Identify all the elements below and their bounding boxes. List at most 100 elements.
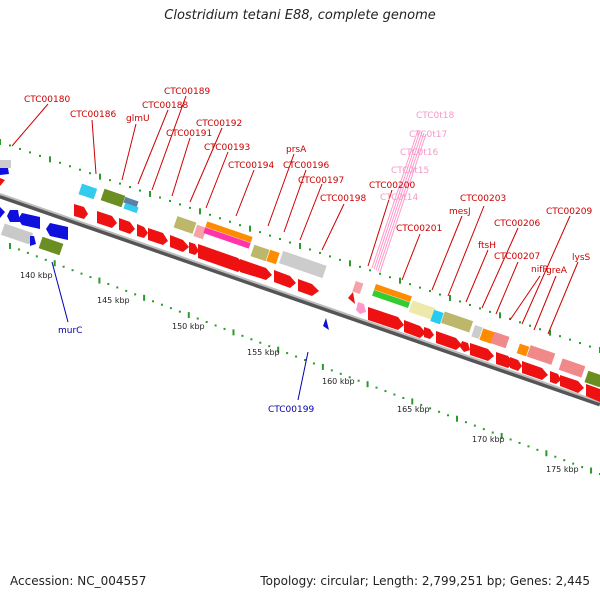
gene-arrow-reverse[interactable] <box>18 213 40 229</box>
gene-label[interactable]: CTC00188 <box>142 101 188 111</box>
gene-arrow-forward[interactable] <box>550 371 561 384</box>
gene-arrow-forward[interactable] <box>170 235 189 252</box>
gene-label[interactable]: CTC00209 <box>546 207 592 217</box>
gene-label[interactable]: CTC00193 <box>204 143 250 153</box>
feature-box[interactable] <box>516 343 530 357</box>
feature-box[interactable] <box>584 370 600 388</box>
tick-dot <box>402 397 405 399</box>
gene-arrow-forward[interactable] <box>74 204 88 219</box>
feature-box[interactable] <box>430 309 444 325</box>
gene-arrow-forward[interactable] <box>189 242 199 255</box>
gene-label[interactable]: mesJ <box>449 207 471 217</box>
feature-box[interactable] <box>193 224 207 240</box>
feature-box[interactable] <box>372 289 410 309</box>
gene-arrow-forward[interactable] <box>97 211 117 228</box>
gene-label[interactable]: CTC00189 <box>164 87 210 97</box>
gene-arrow-forward[interactable] <box>240 259 272 280</box>
feature-box[interactable] <box>479 328 495 344</box>
gene-arrow-reverse[interactable] <box>0 168 9 175</box>
gene-arrow-forward[interactable] <box>496 352 514 368</box>
gene-arrow-reverse[interactable] <box>30 236 36 246</box>
feature-box[interactable] <box>408 300 436 320</box>
gene-arrow-forward[interactable] <box>368 307 404 330</box>
feature-box[interactable] <box>205 221 253 243</box>
gene-label[interactable]: ftsH <box>478 241 496 251</box>
tick-dot <box>379 272 381 275</box>
feature-box[interactable] <box>526 345 556 365</box>
gene-arrow-forward[interactable] <box>119 218 135 234</box>
gene-arrow-forward[interactable] <box>274 270 296 288</box>
rna-arrow[interactable] <box>356 302 366 314</box>
tick-dot <box>119 182 121 185</box>
label-leaders <box>11 95 579 401</box>
rna-label[interactable]: CTC0t17 <box>409 130 447 140</box>
gene-label[interactable]: CTC00191 <box>166 129 212 139</box>
feature-box[interactable] <box>250 244 270 262</box>
gene-arrow-forward[interactable] <box>424 327 434 339</box>
gene-label[interactable]: CTC00199 <box>268 405 314 415</box>
gene-label[interactable]: CTC00192 <box>196 119 242 129</box>
gene-label[interactable]: CTC00186 <box>70 110 116 120</box>
feature-box[interactable] <box>78 183 98 200</box>
gene-label[interactable]: CTC00201 <box>396 224 442 234</box>
feature-box[interactable] <box>440 311 474 333</box>
feature-box[interactable] <box>266 249 280 265</box>
feature-box[interactable] <box>352 280 364 294</box>
gene-label[interactable]: CTC00198 <box>320 194 366 204</box>
gene-arrow-forward[interactable] <box>137 224 148 238</box>
feature-box[interactable] <box>123 196 139 208</box>
feature-box[interactable] <box>278 250 327 279</box>
feature-box[interactable] <box>100 188 126 208</box>
gene-label[interactable]: glmU <box>126 114 150 124</box>
gene-arrow-reverse[interactable] <box>7 210 20 222</box>
feature-box[interactable] <box>471 325 483 339</box>
rna-label[interactable]: CTC0t18 <box>416 111 455 121</box>
tick-dot <box>9 243 11 249</box>
gene-label[interactable]: greA <box>546 266 568 276</box>
gene-label[interactable]: prsA <box>286 145 307 155</box>
gene-arrow-forward[interactable] <box>198 244 246 272</box>
feature-box[interactable] <box>0 160 11 168</box>
feature-box[interactable] <box>558 358 586 378</box>
gene-arrow-forward[interactable] <box>460 341 470 352</box>
feature-box[interactable] <box>123 202 139 214</box>
gene-label[interactable]: CTC00197 <box>298 176 344 186</box>
rna-label[interactable]: CTC0t15 <box>391 166 429 176</box>
feature-box[interactable] <box>173 216 197 234</box>
gene-arrow-reverse[interactable] <box>323 318 329 330</box>
gene-label[interactable]: CTC00194 <box>228 161 274 171</box>
gene-arrow-forward[interactable] <box>0 178 5 186</box>
gene-arrow-forward[interactable] <box>298 279 319 296</box>
tick-dot <box>62 265 65 268</box>
gene-arrow-forward[interactable] <box>510 357 522 371</box>
gene-arrow-forward[interactable] <box>470 343 494 361</box>
gene-label[interactable]: CTC00180 <box>24 95 70 105</box>
tick-dot <box>71 269 74 272</box>
feature-box[interactable] <box>374 283 412 303</box>
gene-arrow-forward[interactable] <box>560 375 584 393</box>
feature-box[interactable] <box>490 331 510 349</box>
gene-arrow-forward[interactable] <box>522 361 548 380</box>
gene-label[interactable]: lysS <box>572 253 591 263</box>
gene-label[interactable]: CTC00203 <box>460 194 506 204</box>
feature-box[interactable] <box>38 236 64 256</box>
gene-label[interactable]: CTC00207 <box>494 252 540 262</box>
gene-label[interactable]: murC <box>58 326 82 336</box>
rna-label[interactable]: CTC0t14 <box>380 193 419 203</box>
gene-label[interactable]: nifR <box>531 265 549 275</box>
gene-label[interactable]: CTC00196 <box>283 161 329 171</box>
feature-box[interactable] <box>203 227 251 249</box>
gene-arrow-forward[interactable] <box>404 320 426 338</box>
gene-label[interactable]: CTC00206 <box>494 219 540 229</box>
gene-arrow-forward[interactable] <box>436 331 462 350</box>
gene-arrow-forward[interactable] <box>348 292 355 304</box>
tick-dot <box>152 300 155 303</box>
gene-arrow-forward[interactable] <box>148 228 168 245</box>
feature-box[interactable] <box>0 223 34 245</box>
gene-arrow-reverse[interactable] <box>0 207 5 218</box>
gene-arrow-reverse[interactable] <box>46 223 68 240</box>
gene-label[interactable]: CTC00200 <box>369 181 415 191</box>
tick-dot <box>179 203 181 206</box>
gene-arrow-forward[interactable] <box>586 384 600 402</box>
rna-label[interactable]: CTC0t16 <box>400 148 439 158</box>
